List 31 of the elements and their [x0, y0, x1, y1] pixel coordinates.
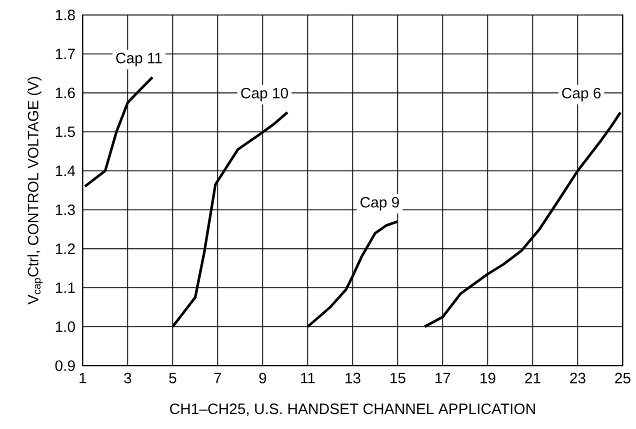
- y-tick-label: 1.8: [56, 9, 75, 20]
- y-tick-label: 1.4: [56, 165, 76, 176]
- series-label: Cap 11: [116, 52, 162, 66]
- x-tick-label: 21: [525, 372, 540, 384]
- y-tick-label: 0.9: [55, 360, 75, 371]
- y-tick-label: 1.5: [56, 126, 75, 137]
- x-tick-label: 19: [480, 372, 496, 384]
- x-tick-label: 25: [615, 372, 630, 384]
- line-series: [171, 110, 289, 328]
- x-tick-label: 23: [570, 372, 586, 384]
- x-tick-label: 7: [214, 372, 222, 383]
- x-tick-label: 13: [346, 372, 360, 384]
- x-tick-label: 1: [80, 372, 86, 383]
- y-tick-label: 1.0: [56, 321, 75, 332]
- y-tick-label: 1.3: [56, 204, 75, 215]
- y-tick-label: 1.7: [56, 48, 75, 59]
- x-tick-label: 9: [259, 372, 266, 384]
- series-label: Cap 9: [360, 196, 399, 210]
- series-label: Cap 6: [562, 88, 601, 102]
- x-tick-label: 3: [124, 372, 132, 384]
- x-tick-label: 5: [169, 372, 176, 384]
- x-tick-label: 11: [301, 372, 315, 383]
- y-tick-label: 1.2: [56, 243, 75, 254]
- x-axis-title: CH1–CH25, U.S. HANDSET CHANNEL APPLICATION: [170, 403, 535, 416]
- y-tick-label: 1.6: [56, 87, 75, 98]
- y-axis-title: V$_{cap}$Ctrl, CONTROL VOLTAGE (V): [27, 76, 43, 304]
- line-series: [306, 220, 399, 328]
- series-label: Cap 10: [241, 88, 288, 102]
- x-tick-label: 17: [436, 372, 450, 383]
- x-tick-label: 15: [390, 372, 406, 384]
- y-tick-label: 1.1: [56, 282, 75, 293]
